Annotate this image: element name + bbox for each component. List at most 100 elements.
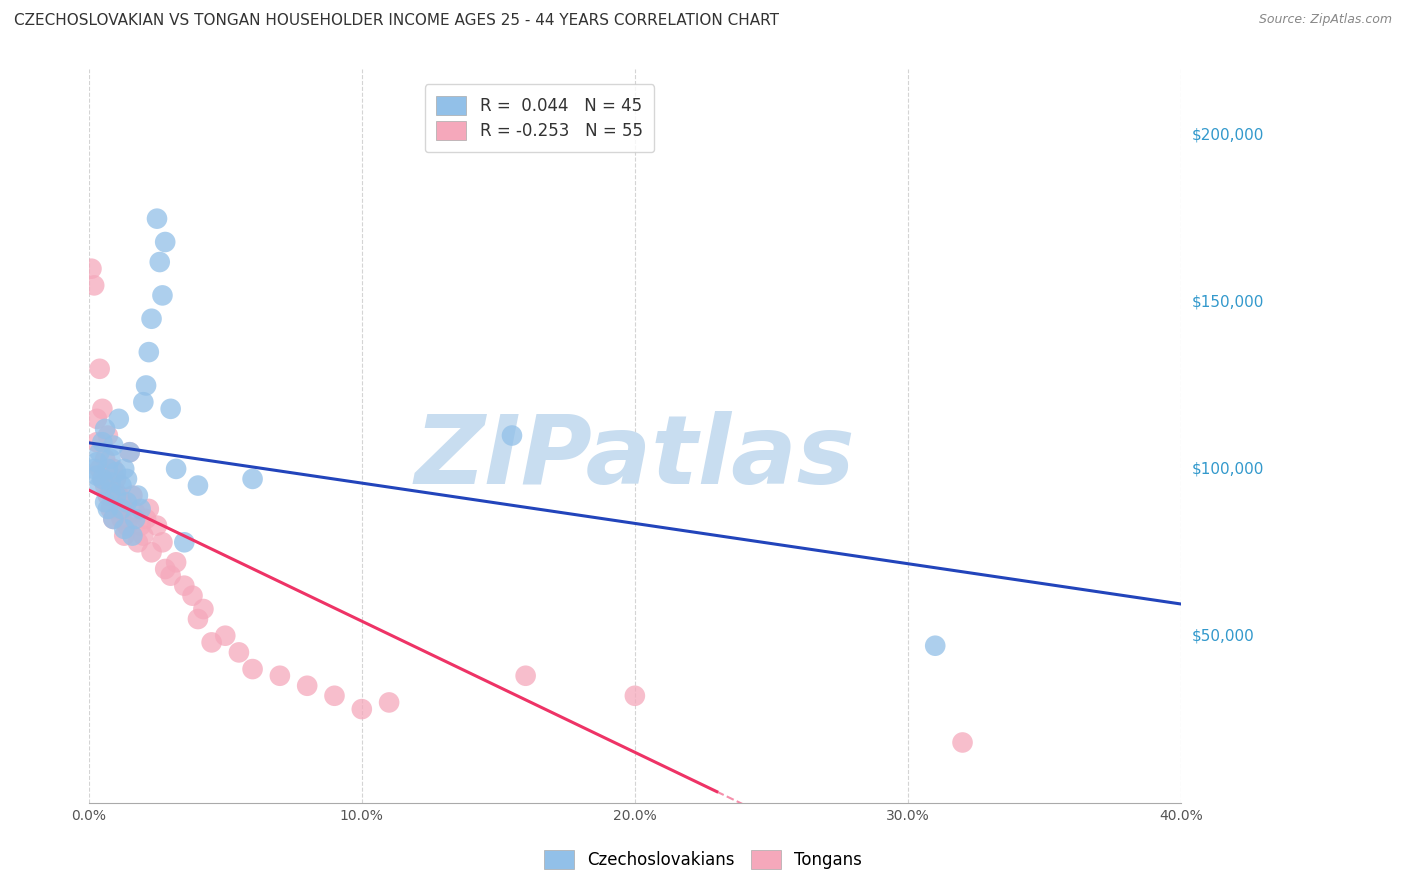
Point — [121, 528, 143, 542]
Point — [295, 679, 318, 693]
Point — [89, 462, 111, 476]
Point — [214, 629, 236, 643]
Point — [110, 495, 132, 509]
Point — [105, 489, 128, 503]
Point — [132, 395, 155, 409]
Point — [127, 535, 149, 549]
Legend: Czechoslovakians, Tongans: Czechoslovakians, Tongans — [534, 840, 872, 880]
Point — [124, 505, 146, 519]
Point — [86, 435, 108, 450]
Point — [97, 489, 120, 503]
Point — [152, 535, 174, 549]
Point — [181, 589, 204, 603]
Point — [124, 512, 146, 526]
Point — [107, 489, 129, 503]
Point — [141, 545, 163, 559]
Point — [165, 462, 187, 476]
Text: Source: ZipAtlas.com: Source: ZipAtlas.com — [1258, 13, 1392, 27]
Point — [86, 468, 108, 483]
Point — [94, 451, 117, 466]
Point — [952, 735, 974, 749]
Point — [350, 702, 373, 716]
Point — [100, 478, 122, 492]
Point — [149, 255, 172, 269]
Point — [242, 472, 264, 486]
Point — [112, 462, 135, 476]
Point — [159, 568, 181, 582]
Text: $200,000: $200,000 — [1192, 128, 1264, 143]
Text: $150,000: $150,000 — [1192, 294, 1264, 310]
Point — [165, 555, 187, 569]
Point — [515, 669, 537, 683]
Point — [269, 669, 291, 683]
Point — [187, 478, 209, 492]
Point — [187, 612, 209, 626]
Point — [118, 445, 141, 459]
Point — [924, 639, 946, 653]
Point — [91, 472, 114, 486]
Point — [135, 512, 157, 526]
Point — [91, 435, 114, 450]
Point — [146, 518, 169, 533]
Point — [80, 261, 103, 276]
Point — [624, 689, 647, 703]
Point — [103, 512, 125, 526]
Point — [89, 445, 111, 459]
Text: CZECHOSLOVAKIAN VS TONGAN HOUSEHOLDER INCOME AGES 25 - 44 YEARS CORRELATION CHAR: CZECHOSLOVAKIAN VS TONGAN HOUSEHOLDER IN… — [14, 13, 779, 29]
Point — [110, 502, 132, 516]
Point — [83, 462, 105, 476]
Point — [138, 502, 160, 516]
Point — [105, 472, 128, 486]
Point — [107, 412, 129, 426]
Point — [193, 602, 215, 616]
Point — [94, 422, 117, 436]
Point — [135, 378, 157, 392]
Point — [323, 689, 346, 703]
Point — [152, 288, 174, 302]
Point — [100, 475, 122, 490]
Point — [378, 695, 401, 709]
Point — [201, 635, 224, 649]
Point — [118, 445, 141, 459]
Legend: R =  0.044   N = 45, R = -0.253   N = 55: R = 0.044 N = 45, R = -0.253 N = 55 — [425, 84, 654, 152]
Point — [173, 535, 195, 549]
Point — [153, 562, 176, 576]
Point — [501, 428, 523, 442]
Point — [89, 361, 111, 376]
Point — [112, 522, 135, 536]
Point — [242, 662, 264, 676]
Point — [228, 645, 250, 659]
Point — [127, 489, 149, 503]
Point — [115, 518, 138, 533]
Point — [86, 412, 108, 426]
Point — [129, 518, 152, 533]
Point — [100, 502, 122, 516]
Point — [91, 401, 114, 416]
Point — [103, 512, 125, 526]
Point — [97, 428, 120, 442]
Point — [110, 512, 132, 526]
Point — [100, 451, 122, 466]
Point — [94, 478, 117, 492]
Point — [83, 278, 105, 293]
Point — [129, 502, 152, 516]
Point — [173, 579, 195, 593]
Point — [146, 211, 169, 226]
Point — [159, 401, 181, 416]
Point — [105, 465, 128, 479]
Text: $100,000: $100,000 — [1192, 461, 1264, 476]
Point — [94, 495, 117, 509]
Text: $50,000: $50,000 — [1192, 628, 1254, 643]
Point — [103, 462, 125, 476]
Point — [132, 528, 155, 542]
Point — [141, 311, 163, 326]
Point — [107, 502, 129, 516]
Text: ZIPatlas: ZIPatlas — [415, 411, 855, 504]
Point — [112, 528, 135, 542]
Point — [138, 345, 160, 359]
Point — [115, 472, 138, 486]
Point — [97, 502, 120, 516]
Point — [110, 478, 132, 492]
Point — [97, 462, 120, 476]
Point — [105, 485, 128, 500]
